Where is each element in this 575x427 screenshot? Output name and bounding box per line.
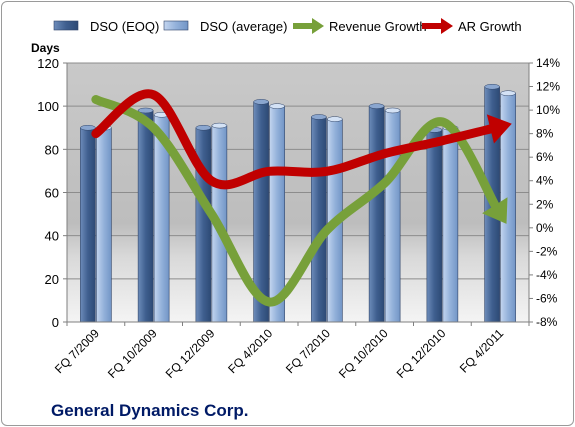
- x-tick-label: FQ 7/2009: [52, 326, 102, 376]
- left-tick-label: 100: [37, 99, 59, 114]
- revenue-growth-arrowhead: [482, 197, 508, 224]
- right-tick-label: 8%: [536, 127, 554, 141]
- legend-swatch-dso-eoq: [53, 20, 79, 31]
- bar: [426, 129, 443, 323]
- x-tick-label: FQ 4/2011: [457, 326, 507, 376]
- bar: [368, 105, 385, 323]
- bar-cap: [368, 103, 385, 109]
- bar-cap: [195, 125, 212, 131]
- bar-cap: [384, 107, 401, 114]
- bar-cap: [484, 83, 500, 90]
- right-tick-label: 14%: [536, 56, 560, 70]
- right-tick-label: 4%: [536, 174, 554, 188]
- legend-label-revenue-growth: Revenue Growth: [329, 19, 427, 34]
- left-tick-label: 20: [45, 272, 59, 287]
- bar-cap: [253, 99, 269, 105]
- x-tick-label: FQ 12/2009: [163, 326, 218, 381]
- bar: [80, 127, 96, 323]
- right-tick-label: 2%: [536, 197, 554, 211]
- bar: [137, 110, 154, 323]
- right-tick-label: -8%: [536, 315, 558, 329]
- left-axis-title: Days: [31, 41, 60, 55]
- bar-cap: [500, 90, 516, 96]
- x-tick-label: FQ 4/2010: [225, 326, 275, 376]
- bar-cap: [311, 114, 327, 120]
- revenue-growth-line: [91, 94, 502, 307]
- right-tick-label: -2%: [536, 244, 558, 258]
- legend-arrow-ar-growth: [441, 18, 453, 34]
- right-tick-label: -4%: [536, 268, 558, 282]
- right-tick-label: 12%: [536, 80, 560, 94]
- legend-swatch-dso-average: [163, 20, 189, 31]
- bar-cap: [137, 107, 154, 114]
- legend-label-dso-eoq: DSO (EOQ): [90, 19, 159, 34]
- right-tick-label: 6%: [536, 150, 554, 164]
- ar-growth-arrowhead: [486, 114, 512, 144]
- right-tick-label: -6%: [536, 291, 558, 305]
- bar-cap: [327, 116, 343, 122]
- ar-growth-line: [91, 89, 499, 190]
- bar: [311, 116, 327, 323]
- x-tick-label: FQ 10/2010: [336, 326, 391, 381]
- right-tick-label: 10%: [536, 103, 560, 117]
- bar: [384, 110, 401, 323]
- x-tick-label: FQ 10/2009: [105, 326, 160, 381]
- company-name: General Dynamics Corp.: [51, 401, 249, 420]
- x-tick-label: FQ 12/2010: [394, 326, 449, 381]
- left-tick-label: 60: [45, 186, 59, 201]
- bar-cap: [269, 103, 285, 109]
- left-tick-label: 40: [45, 229, 59, 244]
- bar-cap: [211, 122, 228, 129]
- legend-label-dso-average: DSO (average): [200, 19, 287, 34]
- bar: [442, 127, 459, 323]
- bar-cap: [80, 125, 96, 131]
- bar: [96, 127, 112, 323]
- legend-arrow-revenue-growth: [312, 18, 324, 34]
- right-tick-label: 0%: [536, 221, 554, 235]
- left-tick-label: 120: [37, 56, 59, 71]
- legend-label-ar-growth: AR Growth: [458, 19, 522, 34]
- left-tick-label: 80: [45, 142, 59, 157]
- x-tick-label: FQ 7/2010: [283, 326, 333, 376]
- left-tick-label: 0: [52, 315, 59, 330]
